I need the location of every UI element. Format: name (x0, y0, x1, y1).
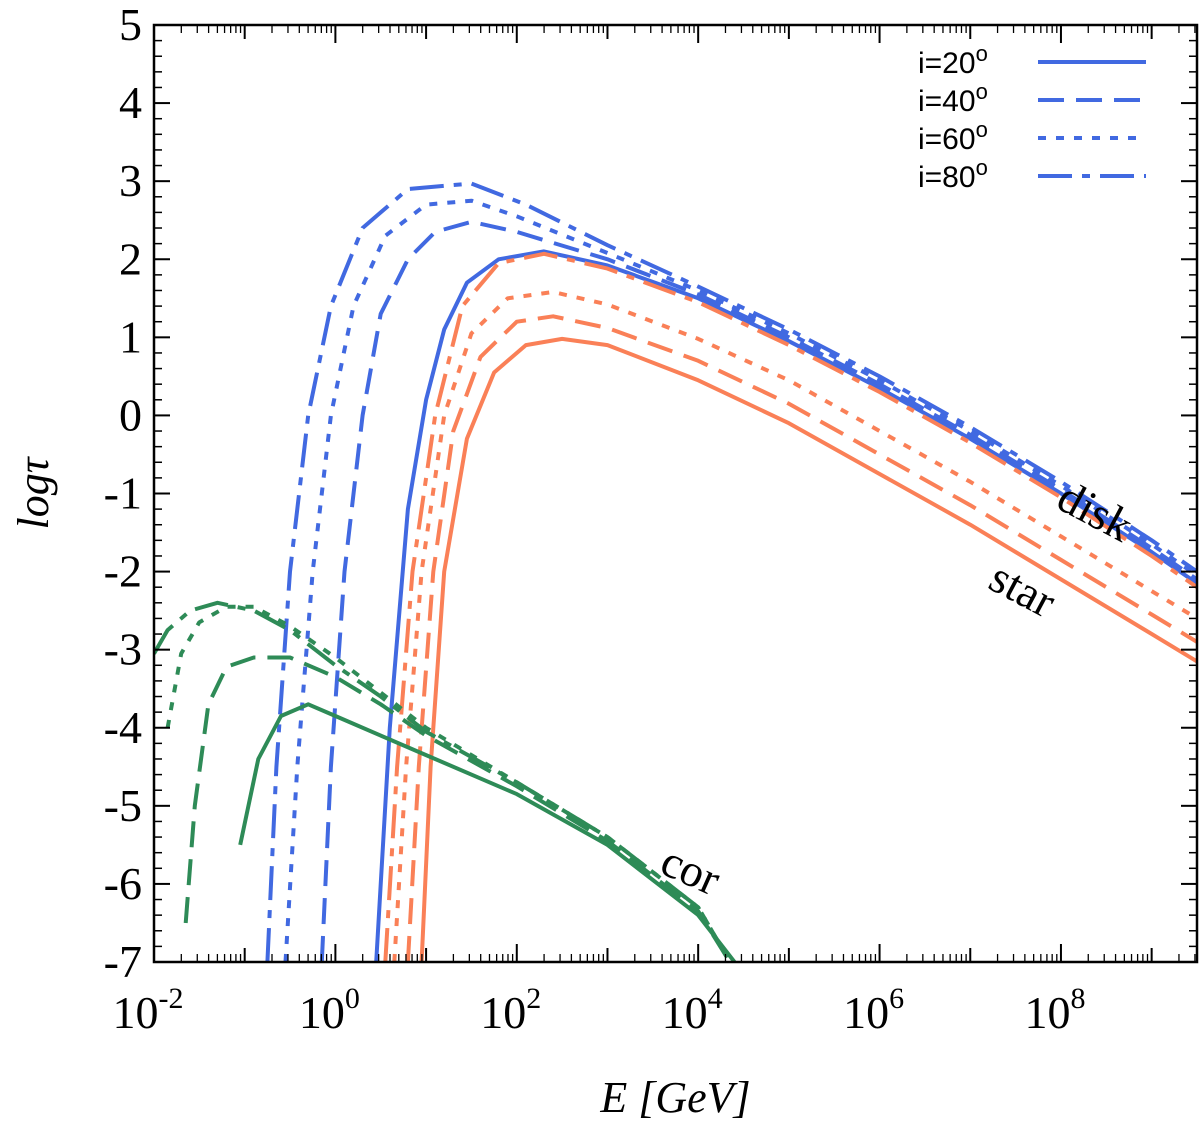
plot-frame (152, 23, 1199, 964)
x-tick-label: 104 (662, 982, 723, 1038)
x-tick-exponent: 8 (1070, 982, 1085, 1015)
y-tick-label: 0 (119, 389, 142, 440)
series-line-disk-dash-dot (265, 181, 1197, 962)
series-line-cor-dashed (183, 655, 732, 962)
series-line-disk-dotted (283, 198, 1197, 962)
y-axis-title: logτ (9, 455, 58, 529)
legend-label: i=40o (918, 79, 988, 118)
x-tick-base: 10 (480, 987, 526, 1038)
x-tick-base: 10 (299, 987, 345, 1038)
series-line-disk-solid (374, 249, 1197, 962)
legend-label-text: i=80 (918, 161, 976, 194)
x-tick-label: 106 (843, 982, 904, 1038)
x-tick-base: 10 (113, 987, 159, 1038)
series-line-cor-dotted (165, 604, 732, 962)
series-line-cor-solid (238, 702, 737, 962)
legend-label-text: i=20 (918, 47, 976, 80)
legend-degree-sup: o (976, 155, 988, 180)
y-tick-label: -7 (104, 936, 142, 987)
series-line-disk-dashed (319, 219, 1197, 962)
series-line-star-dotted (392, 290, 1197, 962)
y-tick-label: -2 (104, 546, 142, 597)
x-tick-exponent: 2 (526, 982, 541, 1015)
y-tick-label: 1 (119, 311, 142, 362)
x-tick-label: 108 (1024, 982, 1085, 1038)
x-tick-exponent: 4 (708, 982, 723, 1015)
legend-label: i=60o (918, 117, 988, 156)
x-tick-label: 10-2 (113, 982, 184, 1038)
y-tick-label: -4 (104, 702, 142, 753)
series-line-star-dash-dot (383, 251, 1197, 962)
legend-degree-sup: o (976, 41, 988, 66)
y-tick-label: 3 (119, 155, 142, 206)
x-axis-title: E [GeV] (599, 1073, 750, 1122)
x-tick-exponent: 0 (345, 982, 360, 1015)
x-tick-base: 10 (662, 987, 708, 1038)
y-tick-label: -6 (104, 858, 142, 909)
series-line-cor-dash-dot (154, 600, 732, 962)
annotation-star: star (982, 551, 1065, 627)
legend-degree-sup: o (976, 79, 988, 104)
x-tick-base: 10 (843, 987, 889, 1038)
y-tick-label: 2 (119, 233, 142, 284)
y-tick-label: -1 (104, 468, 142, 519)
y-tick-label: -3 (104, 624, 142, 675)
annotation-cor: cor (654, 835, 728, 905)
series-line-star-solid (419, 336, 1197, 962)
y-tick-label: 4 (119, 77, 142, 128)
legend-degree-sup: o (976, 117, 988, 142)
series-line-star-dashed (405, 314, 1197, 962)
x-tick-label: 102 (480, 982, 541, 1038)
y-tick-label: 5 (119, 0, 142, 50)
x-tick-label: 100 (299, 982, 360, 1038)
x-tick-exponent: 6 (889, 982, 904, 1015)
y-tick-label: -5 (104, 780, 142, 831)
legend-label: i=80o (918, 155, 988, 194)
legend-label: i=20o (918, 41, 988, 80)
x-tick-exponent: -2 (159, 982, 184, 1015)
legend-label-text: i=60 (918, 123, 976, 156)
x-tick-base: 10 (1024, 987, 1070, 1038)
legend-label-text: i=40 (918, 85, 976, 118)
